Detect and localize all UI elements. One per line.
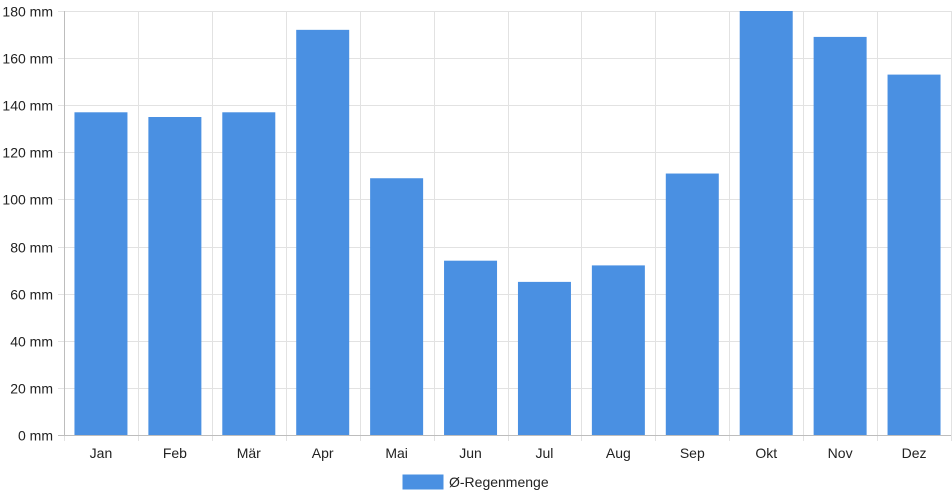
x-tick-label: Feb [163,445,187,461]
bar-Jul[interactable] [517,281,571,435]
bar-Mai[interactable] [370,178,424,435]
x-tick-label: Jun [459,445,482,461]
bar-Nov[interactable] [813,36,867,436]
x-tick-label: Nov [828,445,853,461]
bar-Okt[interactable] [739,11,793,435]
y-tick-label: 80 mm [10,240,53,256]
legend-label: Ø-Regenmenge [449,474,549,490]
y-tick-label: 40 mm [10,334,53,350]
x-tick-label: Mai [385,445,408,461]
y-tick-label: 60 mm [10,287,53,303]
x-tick-label: Dez [902,445,927,461]
x-tick-label: Aug [606,445,631,461]
y-tick-label: 0 mm [18,428,53,444]
x-tick-label: Apr [312,445,334,461]
y-tick-label: 20 mm [10,381,53,397]
y-tick-label: 100 mm [2,192,53,208]
bar-Aug[interactable] [591,265,645,435]
bar-Jun[interactable] [444,260,498,435]
x-tick-label: Jan [90,445,113,461]
chart-bars [74,11,941,436]
chart-axes [58,11,951,436]
x-tick-label: Mär [237,445,261,461]
x-tick-label: Okt [755,445,777,461]
y-tick-label: 180 mm [2,4,53,20]
x-tick-label: Jul [536,445,554,461]
y-tick-label: 120 mm [2,145,53,161]
x-axis-labels: Jan Feb Mär Apr Mai Jun Jul Aug Sep Okt Nov Dez [90,445,927,461]
x-tick-label: Sep [680,445,705,461]
y-tick-label: 160 mm [2,51,53,67]
bar-Sep[interactable] [665,173,719,436]
bar-Dez[interactable] [887,74,941,435]
bar-Feb[interactable] [148,117,202,435]
chart-legend[interactable]: Ø-Regenmenge [402,474,549,490]
legend-swatch [402,474,444,490]
bar-Apr[interactable] [296,29,350,435]
bar-Mär[interactable] [222,112,276,436]
y-axis-labels: 0 mm 20 mm 40 mm 60 mm 80 mm 100 mm 120 mm 140 … [2,4,53,444]
y-tick-label: 140 mm [2,98,53,114]
bar-Jan[interactable] [74,112,128,436]
